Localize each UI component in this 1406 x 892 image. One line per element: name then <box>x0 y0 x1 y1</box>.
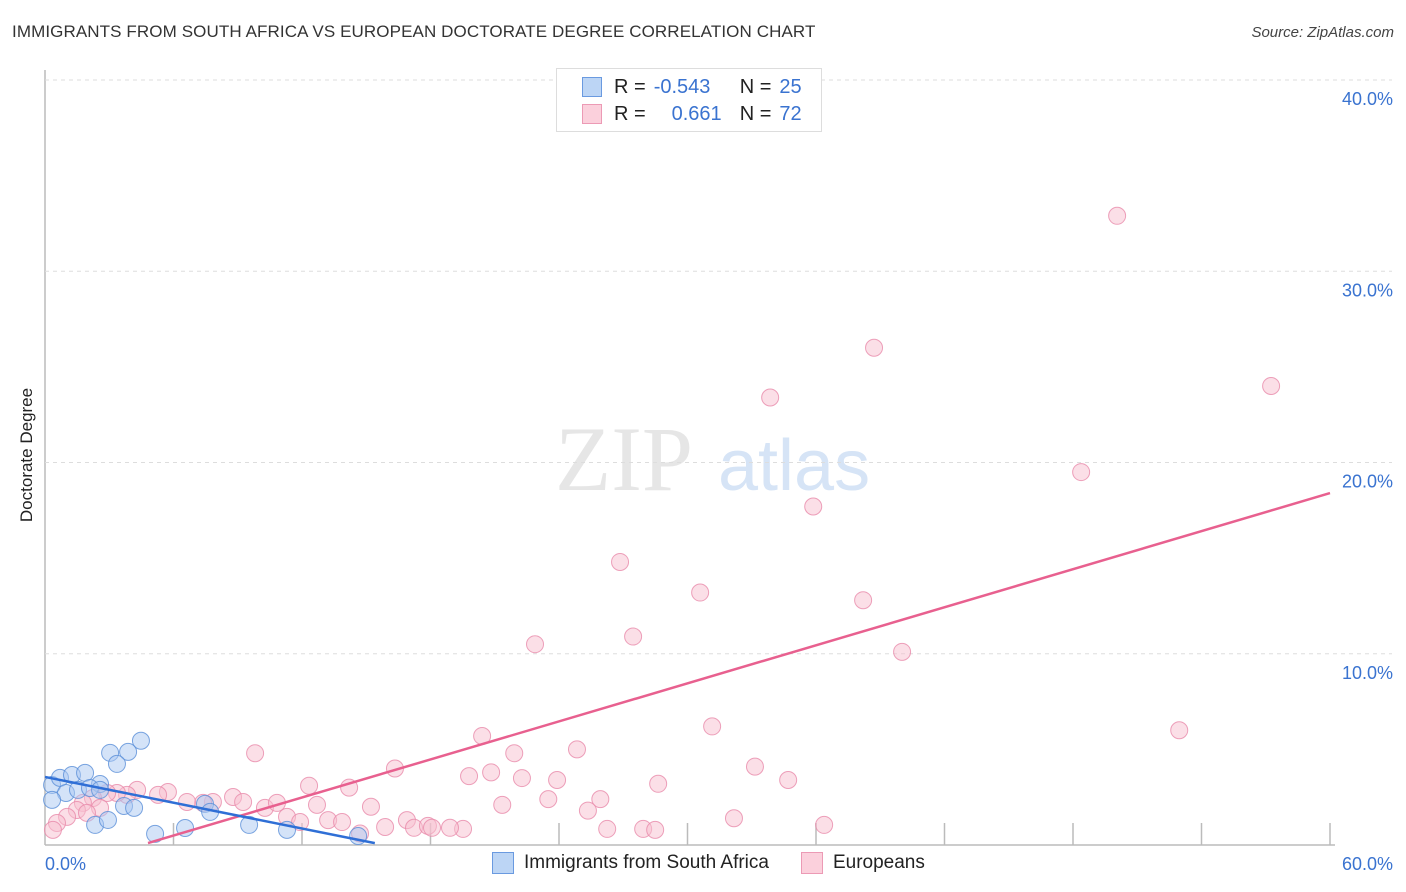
r-value: 0.661 <box>671 102 722 125</box>
europeans-point <box>1072 463 1091 482</box>
y-tick-label: 10.0% <box>1342 663 1393 683</box>
europeans-point <box>567 740 586 759</box>
south-africa-point <box>98 810 117 829</box>
correlation-legend: R = -0.543 N = 25 R = 0.661 N = 72 <box>556 68 822 132</box>
europeans-point <box>440 818 459 837</box>
europeans-point <box>300 776 319 795</box>
europeans-point <box>611 552 630 571</box>
europeans-point <box>691 583 710 602</box>
n-label: N = <box>739 102 772 125</box>
europeans-point <box>539 790 558 809</box>
europeans-point <box>893 642 912 661</box>
legend-label-europeans: Europeans <box>832 852 925 873</box>
europeans-point <box>649 774 668 793</box>
europeans-point <box>482 763 501 782</box>
europeans-point <box>745 757 764 776</box>
europeans-point <box>598 819 617 838</box>
europeans-point <box>361 797 380 816</box>
europeans-point <box>815 815 834 834</box>
europeans-point <box>246 744 265 763</box>
south-africa-trendline <box>44 775 376 845</box>
south-africa-point <box>43 790 62 809</box>
pink-swatch-icon <box>800 852 823 874</box>
europeans-point <box>1170 721 1189 740</box>
r-value: -0.543 <box>653 75 711 98</box>
europeans-point <box>307 795 326 814</box>
n-value: 72 <box>779 102 802 125</box>
europeans-point <box>854 591 873 610</box>
europeans-trendline <box>147 491 1331 845</box>
legend-row-south-africa: R = -0.543 N = 25 <box>582 74 802 100</box>
south-africa-point <box>107 754 126 773</box>
south-africa-point <box>240 815 259 834</box>
watermark-atlas: atlas <box>718 426 870 506</box>
legend-label-south-africa: Immigrants from South Africa <box>524 852 769 873</box>
series-legend: Immigrants from South Africa Europeans <box>492 852 925 874</box>
blue-swatch-icon <box>492 852 514 874</box>
n-label: N = <box>739 75 772 98</box>
europeans-point <box>1262 377 1281 395</box>
europeans-point <box>1108 206 1127 225</box>
x-tick-label: 0.0% <box>45 854 86 874</box>
europeans-point <box>460 767 479 786</box>
south-africa-point <box>76 763 95 782</box>
europeans-point <box>376 818 395 837</box>
europeans-point <box>43 820 62 839</box>
europeans-point <box>422 818 441 837</box>
europeans-point <box>493 795 512 814</box>
europeans-point <box>646 820 665 839</box>
europeans-point <box>177 792 196 811</box>
r-label: R = <box>614 75 646 98</box>
legend-row-europeans: R = 0.661 N = 72 <box>582 101 802 127</box>
source-label: Source: ZipAtlas.com <box>1251 24 1394 41</box>
south-africa-point <box>125 798 144 817</box>
south-africa-point <box>119 742 138 761</box>
watermark-zip: ZIP <box>555 408 693 510</box>
europeans-point <box>505 744 524 763</box>
south-africa-point <box>146 824 165 843</box>
pink-swatch-icon <box>582 104 602 124</box>
europeans-point <box>703 717 722 736</box>
blue-swatch-icon <box>582 77 602 97</box>
europeans-point <box>234 792 253 811</box>
europeans-point <box>724 809 743 828</box>
europeans-point <box>333 813 352 832</box>
y-tick-label: 40.0% <box>1342 89 1393 109</box>
europeans-point <box>512 769 531 788</box>
europeans-point <box>761 388 780 407</box>
europeans-point <box>526 635 545 654</box>
r-label: R = <box>614 102 646 125</box>
x-tick-label: 60.0% <box>1342 854 1393 874</box>
europeans-point <box>591 790 610 809</box>
chart-title: IMMIGRANTS FROM SOUTH AFRICA VS EUROPEAN… <box>12 22 816 41</box>
europeans-point <box>804 497 823 516</box>
europeans-point <box>865 338 884 357</box>
south-africa-point <box>131 731 150 750</box>
europeans-point <box>548 770 567 789</box>
y-tick-label: 30.0% <box>1342 280 1393 300</box>
europeans-point <box>779 770 798 789</box>
n-value: 25 <box>779 75 802 98</box>
europeans-point <box>578 801 597 820</box>
europeans-point <box>624 627 643 646</box>
y-tick-label: 20.0% <box>1342 472 1393 492</box>
